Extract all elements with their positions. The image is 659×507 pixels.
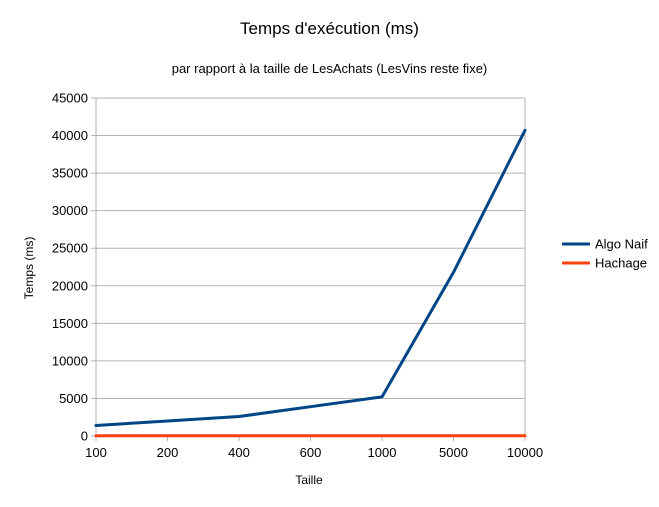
- x-tick-label: 600: [300, 445, 322, 460]
- y-tick-label: 15000: [52, 316, 88, 331]
- chart-title: Temps d'exécution (ms): [240, 19, 419, 38]
- y-tick-label: 35000: [52, 166, 88, 181]
- y-tick-label: 10000: [52, 353, 88, 368]
- legend-label: Algo Naif: [595, 237, 648, 252]
- y-tick-label: 40000: [52, 128, 88, 143]
- x-tick-label: 100: [85, 445, 107, 460]
- y-tick-label: 0: [81, 429, 88, 444]
- y-tick-label: 45000: [52, 91, 88, 106]
- y-tick-label: 25000: [52, 241, 88, 256]
- y-tick-label: 5000: [59, 391, 88, 406]
- y-tick-label: 30000: [52, 203, 88, 218]
- series-lines: [94, 128, 527, 438]
- x-tick-label: 1000: [368, 445, 397, 460]
- gridlines: [95, 97, 526, 437]
- x-tick-label: 10000: [507, 445, 543, 460]
- chart-subtitle: par rapport à la taille de LesAchats (Le…: [171, 61, 488, 76]
- series-line-algo-naif: [94, 128, 527, 427]
- y-tick-label: 20000: [52, 278, 88, 293]
- y-axis-ticks: 0 5000 10000 15000 20000 25000 30000 35000 40000…: [52, 91, 96, 444]
- legend: Algo Naif Hachage: [562, 237, 648, 271]
- x-axis-ticks: 100 200 400 600 1000 5000 10000: [85, 436, 543, 460]
- x-tick-label: 400: [228, 445, 250, 460]
- x-axis-title: Taille: [295, 473, 323, 487]
- x-tick-label: 5000: [439, 445, 468, 460]
- legend-label: Hachage: [595, 256, 647, 271]
- x-tick-label: 200: [157, 445, 179, 460]
- y-axis-title: Temps (ms): [22, 237, 36, 300]
